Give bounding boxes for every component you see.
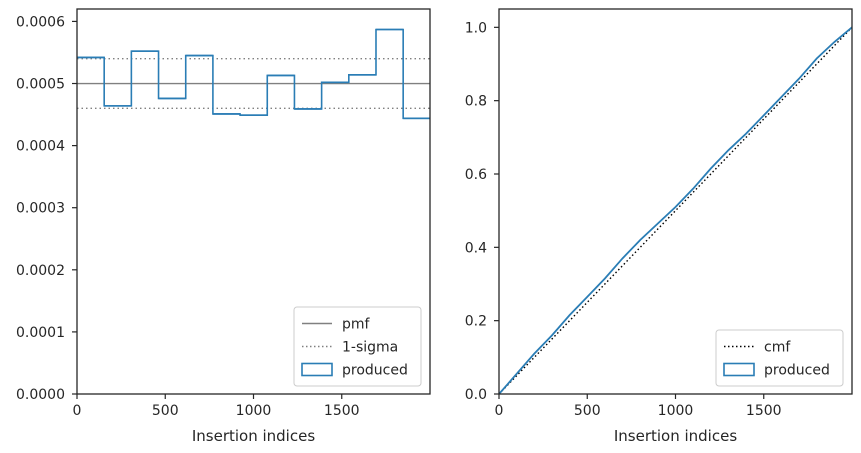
legend-label-cmf: cmf <box>764 340 791 356</box>
x-tick-label: 1500 <box>746 403 782 419</box>
y-tick-label: 0.0000 <box>16 387 65 403</box>
x-axis-label: Insertion indices <box>192 427 315 445</box>
legend-box <box>293 306 422 387</box>
right-chart-panel: 0 500 1000 1500 0.0 0.2 0.4 0.6 0.8 1.0 Insertion … <box>465 8 853 445</box>
plot-area <box>77 28 430 120</box>
y-tick-label: 0.0003 <box>16 201 65 217</box>
legend: cmf produced <box>715 329 844 387</box>
y-tick-label: 0.0005 <box>16 77 65 93</box>
legend-label-produced: produced <box>764 363 830 379</box>
series-cmf-line <box>499 26 852 394</box>
y-tick-label: 0.6 <box>465 167 487 183</box>
plot-area <box>499 26 852 394</box>
y-tick-label: 0.0004 <box>16 139 65 155</box>
y-tick-label: 1.0 <box>465 20 487 36</box>
x-tick-label: 1500 <box>324 403 360 419</box>
x-tick-label: 0 <box>73 403 82 419</box>
legend-swatch-produced <box>301 362 333 377</box>
y-tick-label: 0.2 <box>465 314 487 330</box>
y-tick-label: 0.0 <box>465 387 487 403</box>
y-tick-label: 0.0001 <box>16 325 65 341</box>
x-tick-label: 500 <box>574 403 601 419</box>
left-chart-panel: 0 500 1000 1500 0.0000 0.0001 0.0002 0.0003 0.00… <box>16 8 431 445</box>
legend-label-pmf: pmf <box>342 317 371 333</box>
y-tick-label: 0.0002 <box>16 263 65 279</box>
legend-label-produced: produced <box>342 363 408 379</box>
legend-swatch-produced <box>723 362 755 377</box>
y-tick-label: 0.0006 <box>16 14 65 30</box>
x-tick-label: 500 <box>152 403 179 419</box>
x-axis-label: Insertion indices <box>614 427 737 445</box>
legend: pmf 1-sigma produced <box>293 306 422 387</box>
y-tick-label: 0.4 <box>465 240 487 256</box>
x-tick-label: 1000 <box>236 403 272 419</box>
legend-label-1-sigma: 1-sigma <box>342 340 398 356</box>
x-tick-label: 0 <box>495 403 504 419</box>
series-produced-step <box>77 28 430 120</box>
series-produced-line <box>499 26 852 394</box>
legend-box <box>715 329 844 387</box>
y-tick-label: 0.8 <box>465 94 487 110</box>
x-tick-label: 1000 <box>658 403 694 419</box>
